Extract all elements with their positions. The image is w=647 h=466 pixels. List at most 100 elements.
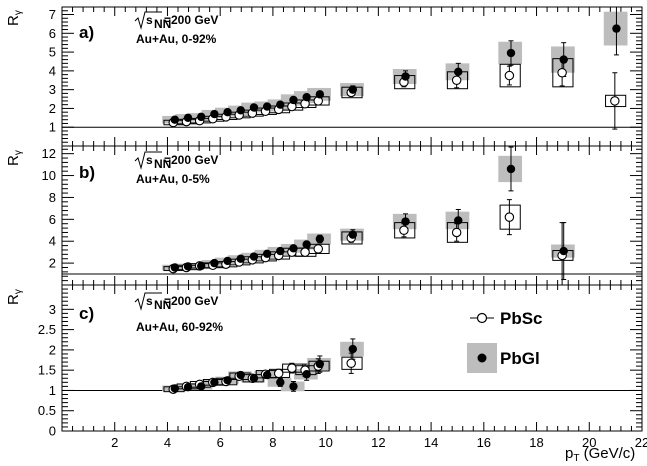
pbsc-point — [504, 70, 515, 81]
pbgl-point — [210, 378, 219, 387]
pbsc-point — [504, 212, 515, 222]
y-tick-label: 3 — [49, 302, 56, 317]
legend-pbgl-label: PbGl — [500, 349, 540, 368]
pbgl-point — [223, 376, 232, 385]
y-axis-title-main: R — [5, 15, 22, 26]
sqrt-sign — [134, 292, 162, 311]
pbgl-point — [289, 95, 298, 105]
x-tick-label: 4 — [164, 435, 171, 450]
svg-text:Rγ: Rγ — [5, 150, 24, 166]
pbgl-point — [262, 102, 272, 111]
y-tick-label: 2 — [49, 342, 56, 357]
svg-text:pT (GeV/c): pT (GeV/c) — [565, 445, 635, 464]
pbgl-point — [170, 115, 180, 124]
system-label: Au+Au, 60-92% — [136, 320, 223, 334]
sqrt-s-label: s — [146, 13, 153, 27]
y-tick-label: 1.5 — [38, 363, 56, 378]
pbsc-point — [346, 358, 356, 369]
pbsc-point — [451, 227, 462, 238]
pbgl-point — [223, 107, 232, 117]
y-tick-label: 2 — [49, 101, 56, 116]
pbgl-point — [183, 113, 193, 123]
x-tick-label: 22 — [635, 435, 647, 450]
pbgl-point — [170, 263, 180, 272]
pbgl-point — [612, 24, 621, 33]
x-tick-label: 6 — [217, 435, 224, 450]
sqrt-s-subscript: NN — [154, 157, 171, 171]
pbgl-point — [348, 344, 357, 354]
pbgl-point — [170, 384, 180, 393]
energy-label: =200 GeV — [164, 294, 218, 308]
y-tick-label: 1 — [49, 383, 56, 398]
system-label: Au+Au, 0-92% — [136, 32, 217, 46]
panel-label: a) — [79, 23, 94, 42]
pbgl-point — [506, 164, 516, 174]
x-axis-title-unit: (GeV/c) — [579, 445, 635, 462]
x-tick-label: 16 — [477, 435, 491, 450]
pbgl-point — [315, 90, 325, 99]
x-axis-title: pT (GeV/c) — [565, 445, 635, 464]
system-label: Au+Au, 0-5% — [136, 172, 210, 186]
pbgl-point — [348, 230, 357, 239]
pbsc-sys-box — [499, 204, 521, 230]
y-tick-label: 3 — [49, 82, 56, 97]
pbgl-point — [223, 256, 232, 266]
sqrt-s-subscript: NN — [154, 17, 171, 31]
pbsc-sys-box — [499, 63, 521, 88]
pbsc-point — [273, 368, 284, 379]
y-axis-title-main: R — [5, 294, 22, 305]
pbgl-point — [454, 67, 463, 77]
pbgl-point — [197, 112, 206, 122]
panel-frame-a — [61, 6, 643, 147]
pbgl-point — [315, 234, 325, 244]
sqrt-s-subscript: NN — [154, 298, 171, 312]
y-tick-label: 2 — [49, 256, 56, 271]
pbsc-sys-box — [605, 94, 627, 108]
legend-pbsc-label: PbSc — [500, 309, 543, 328]
pbgl-point — [183, 262, 193, 271]
x-axis-title-sub: T — [573, 453, 579, 464]
pbsc-point — [300, 247, 310, 257]
x-axis-title-main: p — [565, 445, 573, 462]
y-axis-title-sub: γ — [13, 289, 24, 294]
panel-a-annotations: a) s NN =200 GeV Au+Au, 0-92% — [79, 11, 218, 46]
pbsc-point — [451, 75, 462, 86]
pbgl-point — [401, 217, 410, 226]
pbgl-point — [249, 252, 259, 261]
panel-c-annotations: c) s NN =200 GeV Au+Au, 60-92% — [79, 292, 223, 334]
pbgl-point — [289, 382, 298, 391]
pbsc-point — [557, 67, 567, 78]
y-tick-label: 0 — [49, 424, 56, 439]
pbgl-point — [210, 109, 219, 119]
pbgl-point — [249, 374, 259, 383]
pbgl-point — [197, 382, 206, 391]
y-tick-label: 4 — [49, 63, 56, 78]
panel-label: b) — [79, 163, 95, 182]
legend-pbsc-marker — [476, 312, 488, 324]
pbsc-point — [399, 225, 409, 236]
y-tick-label: 8 — [49, 190, 56, 205]
y-tick-label: 2.5 — [38, 322, 56, 337]
energy-label: =200 GeV — [164, 153, 218, 167]
pbgl-point — [197, 261, 206, 271]
pbgl-point — [276, 378, 285, 387]
pbgl-point — [348, 85, 357, 94]
pbgl-point — [236, 370, 245, 380]
panel-b-annotations: b) s NN =200 GeV Au+Au, 0-5% — [79, 151, 218, 186]
pbgl-point — [559, 246, 568, 256]
y-axis-title-b: Rγ — [5, 150, 24, 166]
pbsc-point — [610, 96, 620, 106]
y-tick-label: 4 — [49, 234, 56, 249]
y-tick-label: 6 — [49, 212, 56, 227]
y-tick-label: 5 — [49, 45, 56, 60]
pbgl-point — [315, 359, 325, 369]
x-tick-label: 14 — [424, 435, 438, 450]
svg-text:Rγ: Rγ — [5, 10, 24, 26]
y-tick-label: 1 — [49, 120, 56, 135]
y-axis-title-a: Rγ — [5, 10, 24, 26]
pbgl-point — [262, 249, 272, 259]
svg-text:Rγ: Rγ — [5, 289, 24, 305]
x-tick-label: 10 — [318, 435, 332, 450]
